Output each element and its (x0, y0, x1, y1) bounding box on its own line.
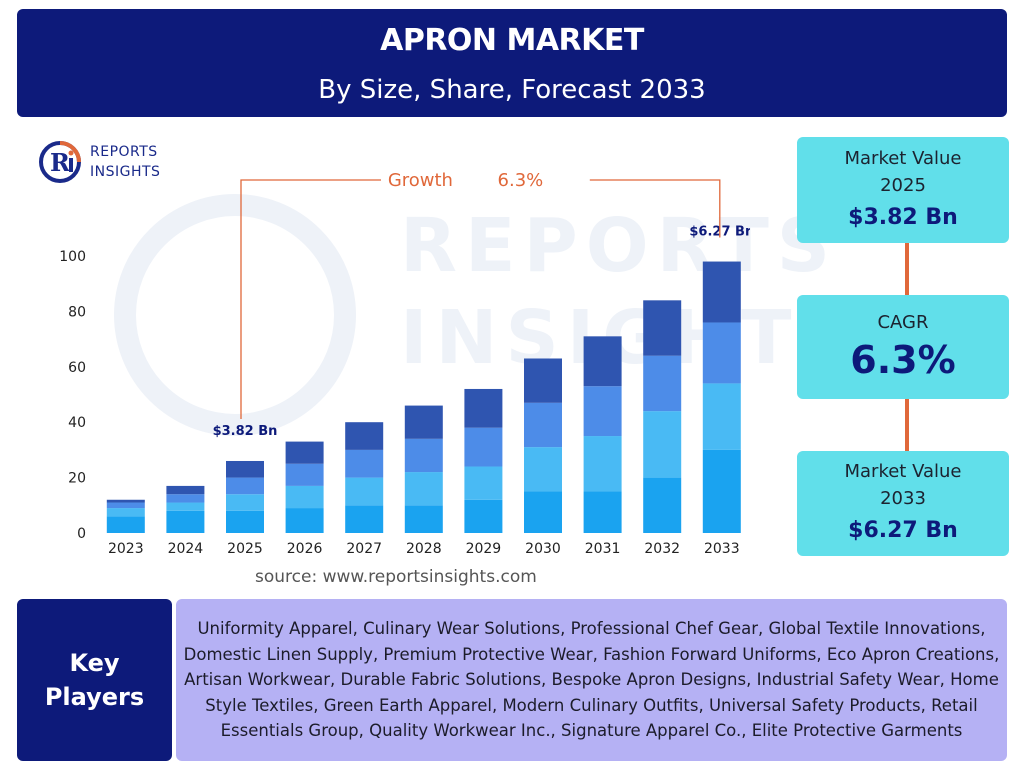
bar-segment (106, 502, 145, 509)
bar-segment (702, 322, 741, 384)
bar-segment (643, 477, 682, 533)
x-tick-label: 2023 (108, 541, 144, 557)
market-value-2033-amount: $6.27 Bn (848, 518, 958, 543)
x-tick-label: 2028 (406, 541, 442, 557)
bar-segment (166, 502, 205, 511)
bar-segment (106, 516, 145, 533)
growth-bracket-right (589, 179, 721, 238)
x-tick-label: 2026 (287, 541, 323, 557)
x-tick-label: 2033 (704, 541, 740, 557)
y-tick-label: 0 (77, 526, 86, 542)
bar-segment (106, 508, 145, 517)
market-value-2025-label: Market Value (844, 148, 962, 169)
bar-segment (166, 485, 205, 495)
bar-segment (524, 447, 562, 492)
market-value-2025-amount: $3.82 Bn (848, 205, 958, 230)
bar-segment (583, 491, 622, 533)
bar-segment (285, 485, 324, 509)
x-tick-label: 2027 (346, 541, 382, 557)
market-value-2025-card: Market Value 2025 $3.82 Bn (797, 137, 1009, 243)
watermark-logo-icon (114, 194, 356, 436)
bar-segment (524, 402, 562, 448)
bar-segment (166, 494, 205, 503)
x-tick-label: 2024 (168, 541, 204, 557)
bar-segment (524, 491, 562, 533)
bar-segment (464, 499, 503, 533)
brand-logo-text: REPORTS INSIGHTS (90, 144, 161, 180)
bar-segment (345, 477, 384, 506)
card-connector (905, 243, 909, 295)
bar-segment (345, 422, 384, 450)
bar-segment (404, 405, 443, 439)
y-tick-label: 80 (68, 304, 86, 320)
page-title: APRON MARKET (380, 23, 644, 58)
bar-segment (285, 441, 324, 464)
bar-segment (702, 449, 741, 533)
market-value-2033-label: Market Value (844, 461, 962, 482)
bar-segment (166, 510, 205, 533)
key-players-text: Uniformity Apparel, Culinary Wear Soluti… (183, 619, 1000, 741)
y-tick-label: 60 (68, 360, 86, 376)
watermark-text: REPORTS INSIGHTS (400, 203, 861, 381)
market-bar-chart: 0 20 40 60 80 100 2023 2024 2025 2026 2027 2028 2029… (59, 170, 750, 557)
key-players-title: Key Players (44, 649, 145, 711)
bar-segment (226, 494, 264, 511)
growth-label: Growth (388, 170, 453, 191)
bar-segment (643, 355, 682, 412)
x-tick-label: 2029 (466, 541, 502, 557)
key-players-heading-box: Key Players (17, 599, 172, 761)
bar-segment (285, 463, 324, 486)
bar-segment (404, 472, 443, 506)
data-label: $3.82 Bn (213, 424, 278, 439)
x-tick-label: 2032 (644, 541, 680, 557)
bar-segment (226, 510, 264, 533)
cagr-card: CAGR 6.3% (797, 295, 1009, 399)
key-players-list: Uniformity Apparel, Culinary Wear Soluti… (176, 599, 1007, 761)
bar-segment (583, 436, 622, 492)
bar-segment (583, 386, 622, 437)
source-text: source: www.reportsinsights.com (255, 567, 537, 587)
market-value-2033-card: Market Value 2033 $6.27 Bn (797, 451, 1009, 556)
bar-segment (702, 261, 741, 323)
cagr-label: CAGR (877, 312, 929, 333)
y-tick-label: 40 (68, 415, 86, 431)
card-connector (905, 399, 909, 451)
x-tick-label: 2030 (525, 541, 561, 557)
bar-segment (285, 508, 324, 533)
bar-segment (404, 438, 443, 473)
svg-text:R: R (50, 148, 71, 177)
bar-segment (702, 383, 741, 450)
x-tick-label: 2031 (585, 541, 621, 557)
bar-segment (464, 466, 503, 500)
header-banner: APRON MARKET By Size, Share, Forecast 20… (17, 9, 1007, 117)
bar-segment (226, 460, 264, 478)
page-subtitle: By Size, Share, Forecast 2033 (318, 75, 706, 105)
bar-segment (106, 499, 145, 503)
bar-segment (583, 336, 622, 387)
cagr-value: 6.3% (850, 338, 956, 382)
y-tick-label: 100 (59, 249, 86, 265)
bar-segment (524, 358, 562, 403)
bar-segment (643, 300, 682, 356)
growth-bracket-left (240, 179, 381, 419)
growth-value: 6.3% (498, 170, 544, 191)
market-value-2033-year: 2033 (880, 488, 926, 509)
brand-logo-icon: R (39, 141, 81, 183)
bar-segment (345, 505, 384, 533)
bar-segment (464, 427, 503, 467)
bar-segment (464, 388, 503, 428)
bar-segment (345, 449, 384, 478)
market-value-2025-year: 2025 (880, 175, 926, 196)
bar-segment (404, 505, 443, 533)
y-tick-label: 20 (68, 471, 86, 487)
bar-segment (643, 411, 682, 478)
bar-segment (226, 477, 264, 495)
x-tick-label: 2025 (227, 541, 263, 557)
